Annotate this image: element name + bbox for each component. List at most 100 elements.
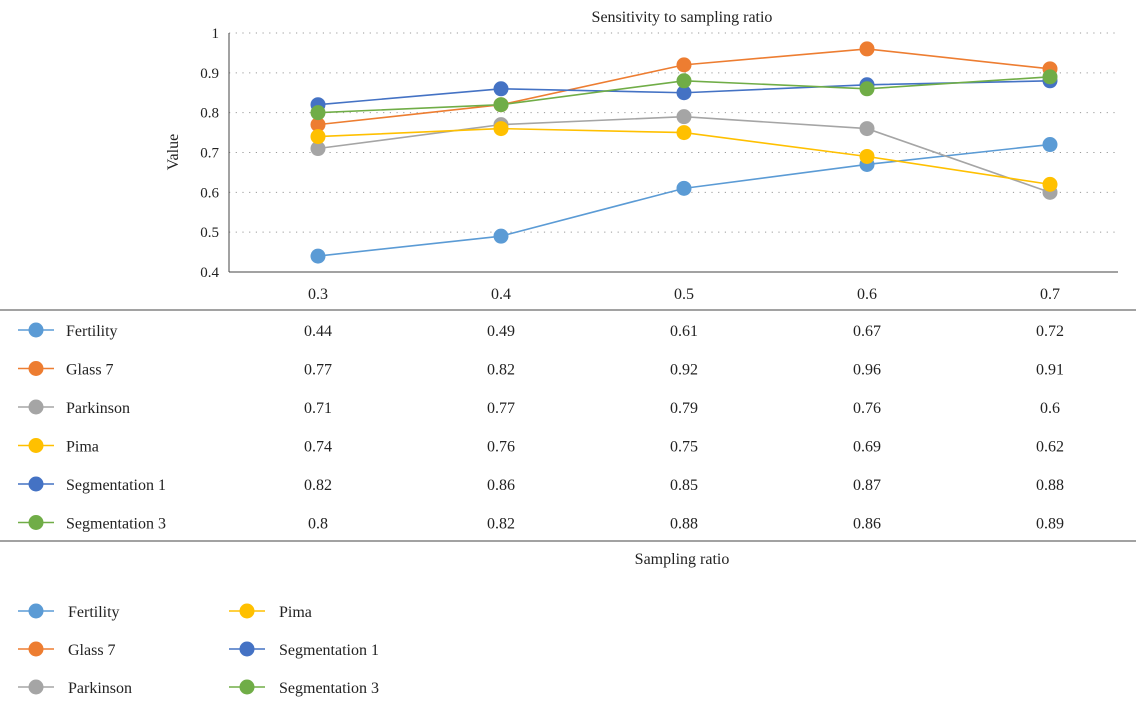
table-cell: 0.88 <box>670 516 698 533</box>
legend-key-marker <box>28 679 44 695</box>
data-table: 0.3 0.4 0.5 0.6 0.7 Fertility 0.44 0.49 0.61 0.67… <box>0 286 1136 542</box>
legend-key-marker <box>28 361 44 376</box>
data-point <box>1042 176 1058 192</box>
table-cell: 0.49 <box>487 323 515 340</box>
table-cell: 0.77 <box>487 400 515 417</box>
y-tick-label: 0.7 <box>200 146 219 162</box>
data-point <box>493 81 509 97</box>
legend: Fertility Glass 7 Parkinson Pima Segmentatio… <box>18 603 379 697</box>
series-lines <box>310 41 1058 264</box>
table-cell: 0.76 <box>853 400 881 417</box>
legend-key-marker <box>28 399 44 415</box>
data-point <box>859 81 875 97</box>
data-point <box>310 248 326 264</box>
legend-label: Fertility <box>68 604 120 621</box>
series-group <box>310 137 1058 264</box>
data-point <box>1042 69 1058 85</box>
x-tick-label: 0.7 <box>1040 286 1060 303</box>
y-axis-label: Value <box>165 134 182 170</box>
legend-key-marker <box>28 476 44 492</box>
table-cell: 0.67 <box>853 323 881 340</box>
data-point <box>676 109 692 125</box>
y-tick-label: 0.8 <box>200 106 219 122</box>
table-row-label: Fertility <box>66 323 118 340</box>
data-point <box>859 41 875 57</box>
series-group <box>310 109 1058 200</box>
table-cell: 0.82 <box>304 477 332 494</box>
table-cell: 0.85 <box>670 477 698 494</box>
table-cell: 0.92 <box>670 362 698 379</box>
data-point <box>310 105 326 121</box>
table-cell: 0.44 <box>304 323 332 340</box>
legend-item: Segmentation 3 <box>229 679 379 697</box>
x-tick-label: 0.4 <box>491 286 511 303</box>
x-tick-label: 0.3 <box>308 286 328 303</box>
table-cell: 0.61 <box>670 323 698 340</box>
table-cell: 0.87 <box>853 477 881 494</box>
legend-key-marker <box>28 515 44 530</box>
legend-key-marker <box>28 322 44 338</box>
table-cell: 0.72 <box>1036 323 1064 340</box>
legend-item: Segmentation 1 <box>229 641 379 659</box>
table-cell: 0.88 <box>1036 477 1064 494</box>
legend-key-marker <box>28 641 44 657</box>
y-tick-label: 1 <box>212 26 220 42</box>
data-point <box>493 121 509 137</box>
y-tick-label: 0.9 <box>200 66 219 82</box>
table-cell: 0.82 <box>487 516 515 533</box>
table-cell: 0.8 <box>308 516 328 533</box>
data-point <box>310 129 326 145</box>
legend-item: Pima <box>229 603 312 621</box>
data-point <box>310 141 326 157</box>
table-cell: 0.86 <box>487 477 515 494</box>
legend-item: Parkinson <box>18 679 132 697</box>
y-tick-labels: 0.4 0.5 0.6 0.7 0.8 0.9 1 <box>200 26 219 281</box>
legend-key-marker <box>239 679 255 695</box>
table-cell: 0.69 <box>853 439 881 456</box>
x-tick-label: 0.6 <box>857 286 877 303</box>
chart-title: Sensitivity to sampling ratio <box>592 9 773 26</box>
table-cell: 0.86 <box>853 516 881 533</box>
legend-label: Segmentation 1 <box>279 642 379 659</box>
x-axis-label: Sampling ratio <box>635 551 730 568</box>
x-tick-label: 0.5 <box>674 286 694 303</box>
data-point <box>676 125 692 141</box>
y-tick-label: 0.6 <box>200 185 219 201</box>
table-cell: 0.96 <box>853 362 881 379</box>
table-cell: 0.71 <box>304 400 332 417</box>
table-row-label: Parkinson <box>66 400 130 417</box>
data-point <box>859 148 875 164</box>
table-cell: 0.82 <box>487 362 515 379</box>
legend-label: Segmentation 3 <box>279 680 379 697</box>
table-row: Glass 7 0.77 0.82 0.92 0.96 0.91 <box>18 361 1064 379</box>
data-point <box>493 97 509 113</box>
axes <box>228 33 1118 273</box>
table-row: Pima 0.74 0.76 0.75 0.69 0.62 <box>18 438 1064 456</box>
series-group <box>310 69 1058 121</box>
legend-label: Pima <box>279 604 312 621</box>
legend-key-marker <box>239 603 255 619</box>
table-row: Fertility 0.44 0.49 0.61 0.67 0.72 <box>18 322 1064 340</box>
data-point <box>676 85 692 101</box>
legend-item: Glass 7 <box>18 641 116 659</box>
table-cell: 0.76 <box>487 439 515 456</box>
legend-label: Parkinson <box>68 680 132 697</box>
data-point <box>859 121 875 137</box>
table-cell: 0.91 <box>1036 362 1064 379</box>
table-row: Parkinson 0.71 0.77 0.79 0.76 0.6 <box>18 399 1060 417</box>
data-point <box>676 73 692 89</box>
data-point <box>493 228 509 244</box>
y-tick-label: 0.5 <box>200 225 219 241</box>
legend-key-marker <box>28 438 44 453</box>
table-cell: 0.77 <box>304 362 332 379</box>
legend-label: Glass 7 <box>68 642 116 659</box>
data-point <box>1042 137 1058 153</box>
table-cell: 0.79 <box>670 400 698 417</box>
table-row: Segmentation 1 0.82 0.86 0.85 0.87 0.88 <box>18 476 1064 494</box>
table-cell: 0.89 <box>1036 516 1064 533</box>
table-cell: 0.75 <box>670 439 698 456</box>
grid-lines <box>229 32 1118 233</box>
legend-key-marker <box>239 641 255 657</box>
y-tick-label: 0.4 <box>200 265 219 281</box>
